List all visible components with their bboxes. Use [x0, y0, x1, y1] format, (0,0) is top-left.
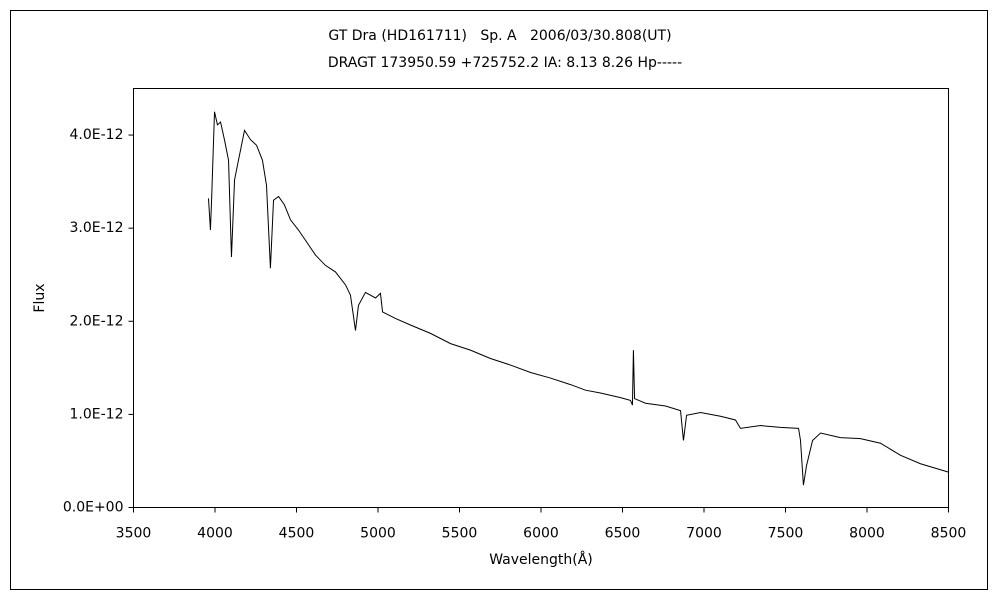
- y-tick-label: 2.0E-12: [70, 313, 124, 329]
- chart-title: GT Dra (HD161711) Sp. A 2006/03/30.808(U…: [328, 28, 671, 44]
- y-tick-label: 4.0E-12: [70, 127, 124, 143]
- plot-area: [133, 88, 949, 508]
- x-axis-label: Wavelength(Å): [489, 551, 593, 568]
- spectrum-line: [207, 111, 949, 486]
- x-tick-label: 4500: [279, 526, 315, 542]
- x-tick-label: 7500: [768, 526, 804, 542]
- x-tick-label: 7000: [686, 526, 722, 542]
- y-tick-label: 3.0E-12: [70, 220, 124, 236]
- x-tick-label: 8500: [931, 526, 967, 542]
- x-tick-label: 8000: [849, 526, 885, 542]
- y-tick-label: 1.0E-12: [70, 406, 124, 422]
- x-tick-label: 3500: [116, 526, 152, 542]
- x-tick-label: 6500: [605, 526, 641, 542]
- x-tick-label: 5500: [442, 526, 478, 542]
- x-tick-label: 5000: [360, 526, 396, 542]
- y-tick-label: 0.0E+00: [63, 500, 124, 516]
- x-tick-label: 6000: [523, 526, 559, 542]
- y-axis-label: Flux: [32, 283, 48, 312]
- x-tick-label: 4000: [197, 526, 233, 542]
- chart-subtitle: DRAGT 173950.59 +725752.2 IA: 8.13 8.26 …: [328, 55, 682, 71]
